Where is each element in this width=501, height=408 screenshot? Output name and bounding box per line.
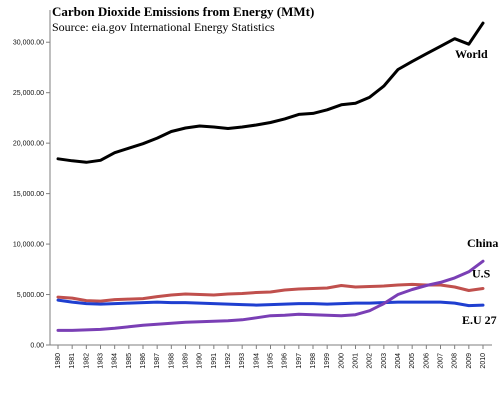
- x-tick-label: 1997: [296, 353, 303, 369]
- chart-title: Carbon Dioxide Emissions from Energy (MM…: [52, 4, 314, 19]
- x-tick-label: 2002: [367, 353, 374, 369]
- y-tick-label: 10,000.00: [13, 242, 44, 249]
- x-tick-label: 2006: [423, 353, 430, 369]
- x-tick-label: 2004: [395, 353, 402, 369]
- x-tick-label: 1994: [253, 353, 260, 369]
- series-label-china: China: [467, 236, 498, 250]
- y-tick-label: 20,000.00: [13, 141, 44, 148]
- series-label-e-u-27: E.U 27: [462, 313, 497, 327]
- x-tick-label: 1989: [183, 353, 190, 369]
- x-tick-label: 2000: [338, 353, 345, 369]
- x-tick-label: 1985: [126, 353, 133, 369]
- x-tick-label: 1998: [310, 353, 317, 369]
- x-tick-label: 1996: [282, 353, 289, 369]
- x-tick-label: 2010: [480, 353, 487, 369]
- y-tick-label: 25,000.00: [13, 90, 44, 97]
- x-tick-label: 1993: [239, 353, 246, 369]
- x-tick-label: 1981: [69, 353, 76, 369]
- y-axis-ticks: 0.00 5,000.00 10,000.00 15,000.00 20,000.00 2…: [13, 40, 50, 350]
- x-tick-label: 2003: [381, 353, 388, 369]
- x-tick-label: 2007: [438, 353, 445, 369]
- y-tick-label: 30,000.00: [13, 40, 44, 47]
- x-tick-label: 2009: [466, 353, 473, 369]
- y-tick-label: 5,000.00: [17, 292, 44, 299]
- series-line-world: [56, 21, 485, 164]
- x-tick-label: 1984: [112, 353, 119, 369]
- x-tick-label: 1988: [168, 353, 175, 369]
- x-tick-label: 1987: [154, 353, 161, 369]
- x-tick-label: 1983: [98, 353, 105, 369]
- x-tick-label: 1982: [83, 353, 90, 369]
- x-tick-label: 1991: [211, 353, 218, 369]
- chart-subtitle: Source: eia.gov International Energy Sta…: [52, 20, 275, 34]
- x-tick-label: 1999: [324, 353, 331, 369]
- series-lines: [56, 21, 485, 332]
- x-tick-label: 1992: [225, 353, 232, 369]
- x-tick-label: 2005: [409, 353, 416, 369]
- y-tick-label: 15,000.00: [13, 191, 44, 198]
- x-axis-ticks: 1980 1981 1982 1983 1984 1985 1986 1987 1988 1989…: [55, 345, 487, 369]
- series-line-china: [56, 259, 485, 332]
- series-line-e-u-27: [56, 298, 485, 308]
- x-tick-label: 1986: [140, 353, 147, 369]
- x-tick-label: 2001: [353, 353, 360, 369]
- x-tick-label: 1995: [268, 353, 275, 369]
- x-tick-label: 2008: [452, 353, 459, 369]
- series-label-u-s: U.S: [472, 266, 491, 280]
- y-tick-label: 0.00: [30, 343, 44, 350]
- series-labels: World U.S E.U 27 China: [455, 47, 498, 327]
- series-label-world: World: [455, 47, 488, 61]
- series-line-u-s: [56, 282, 485, 303]
- x-tick-label: 1980: [55, 353, 62, 369]
- x-tick-label: 1990: [197, 353, 204, 369]
